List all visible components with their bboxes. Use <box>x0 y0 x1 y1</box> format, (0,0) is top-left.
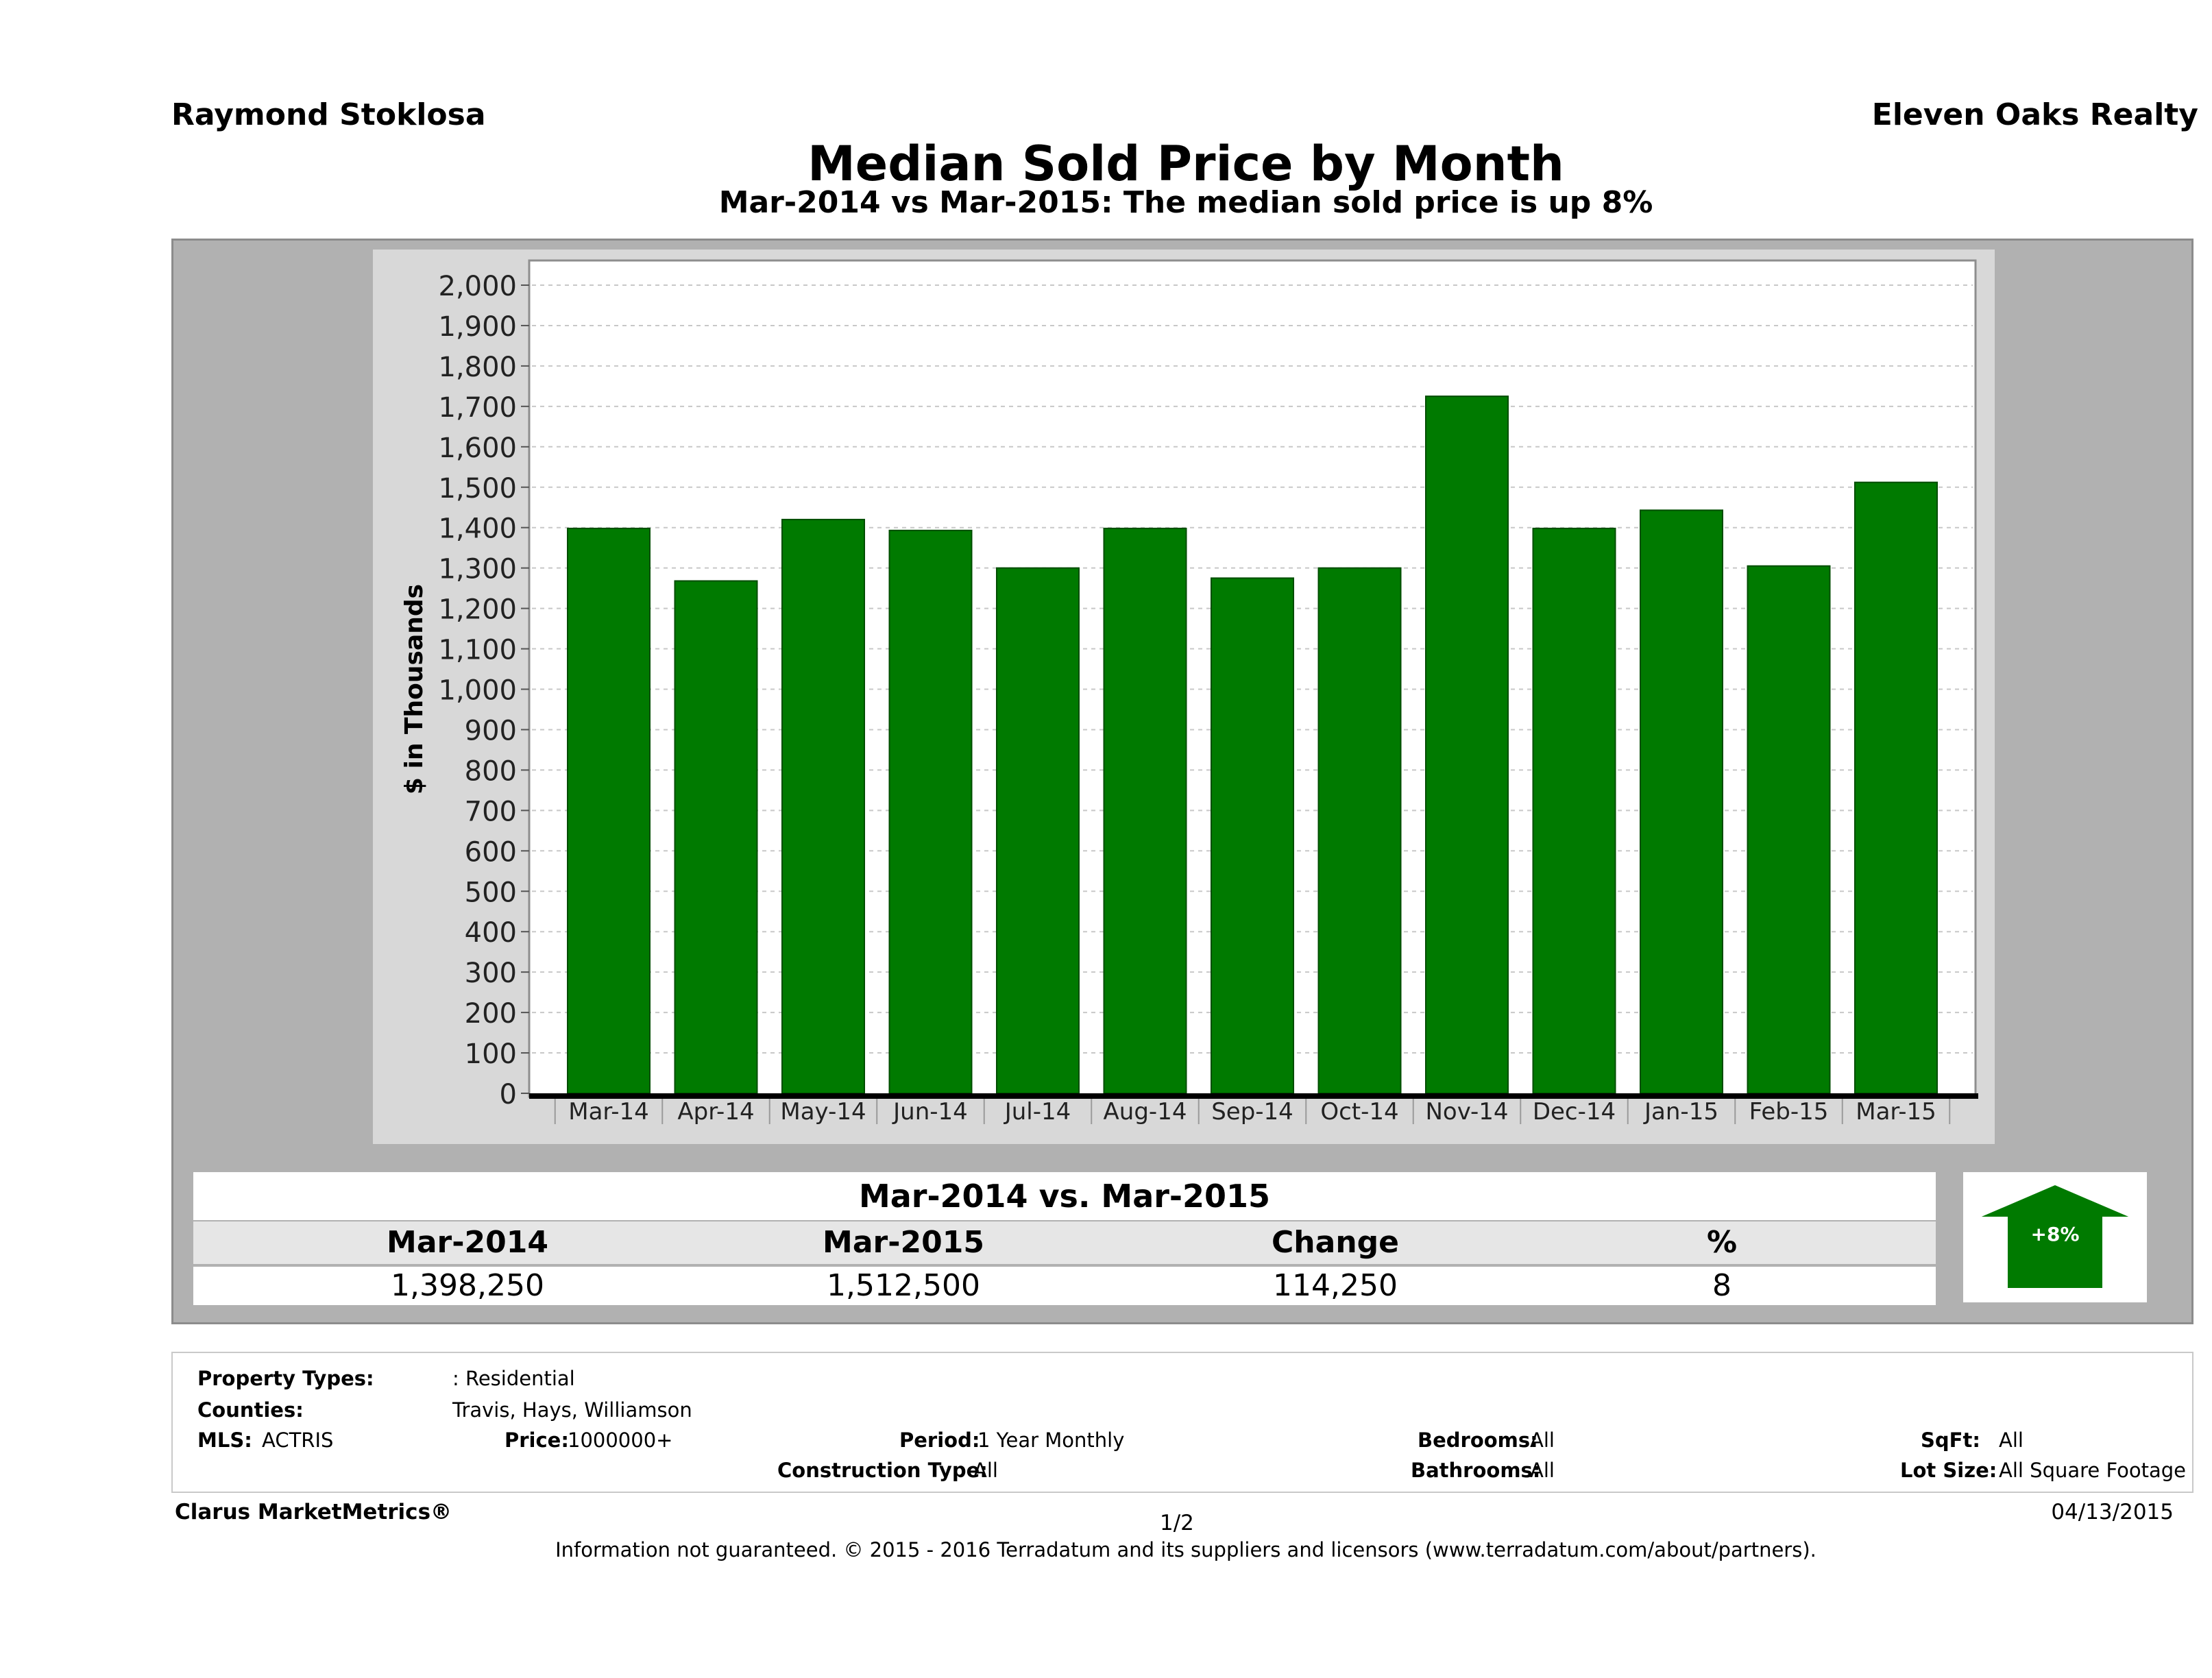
x-tick-label: Jan-15 <box>1643 1098 1718 1126</box>
bar <box>1640 509 1723 1094</box>
y-tick-label: 100 <box>465 1038 517 1070</box>
bar <box>1211 577 1294 1094</box>
period-label: Period: <box>899 1428 980 1452</box>
y-tick-label: 500 <box>465 877 517 908</box>
x-tick-label: Dec-14 <box>1533 1098 1616 1126</box>
chart-title: Median Sold Price by Month <box>807 136 1564 192</box>
summary-title: Mar-2014 vs. Mar-2015 <box>193 1172 1936 1220</box>
y-tick-label: 900 <box>465 715 517 746</box>
bar <box>1854 481 1938 1094</box>
change-badge: +8% <box>1963 1172 2147 1302</box>
y-tick-label: 600 <box>465 836 517 868</box>
lot-size-label: Lot Size: <box>1900 1459 1997 1482</box>
property-types-value: : Residential <box>452 1367 575 1390</box>
y-tick-label: 1,700 <box>438 392 517 424</box>
sqft-label: SqFt: <box>1921 1428 1980 1452</box>
page-number: 1/2 <box>1160 1511 1194 1535</box>
x-tick-label: Jun-14 <box>892 1098 968 1126</box>
summary-value-start: 1,398,250 <box>391 1268 544 1303</box>
x-tick-label: Nov-14 <box>1426 1098 1509 1126</box>
mls-label: MLS: <box>197 1428 252 1452</box>
y-tick-label: 1,800 <box>438 352 517 383</box>
summary-value-end: 1,512,500 <box>827 1268 980 1303</box>
bar-chart: 0 100 200 300 400 500 600 700 800 900 1,000 1,100 1,… <box>400 259 1978 1126</box>
y-tick-label: 300 <box>465 958 517 989</box>
bedrooms-value: All <box>1530 1428 1555 1452</box>
y-tick-label: 1,000 <box>438 675 517 707</box>
mls-value: ACTRIS <box>262 1428 334 1452</box>
x-tick-label: Sep-14 <box>1211 1098 1293 1126</box>
bar <box>1103 527 1187 1094</box>
counties-value: Travis, Hays, Williamson <box>452 1398 692 1422</box>
y-tick-label: 1,100 <box>438 635 517 666</box>
y-tick-label: 1,200 <box>438 594 517 626</box>
bar <box>567 527 651 1094</box>
x-tick-label: Apr-14 <box>677 1098 754 1126</box>
bar <box>1532 527 1616 1094</box>
y-tick-label: 0 <box>500 1079 517 1110</box>
bar <box>1317 567 1402 1094</box>
property-types-label: Property Types: <box>197 1367 374 1390</box>
chart-subtitle: Mar-2014 vs Mar-2015: The median sold pr… <box>718 185 1653 220</box>
x-tick-label: Feb-15 <box>1749 1098 1829 1126</box>
y-tick-label: 800 <box>465 755 517 787</box>
y-axis-label: $ in Thousands <box>400 584 428 794</box>
x-tick-label: Mar-14 <box>568 1098 649 1126</box>
bar <box>1425 396 1509 1095</box>
y-tick-label: 200 <box>465 998 517 1030</box>
company-name: Eleven Oaks Realty <box>1871 97 2198 132</box>
y-tick-label: 1,400 <box>438 513 517 545</box>
change-badge-label: +8% <box>2031 1223 2080 1245</box>
summary-header-start: Mar-2014 <box>387 1225 548 1260</box>
up-arrow-icon: +8% <box>1978 1183 2132 1289</box>
x-tick-label: May-14 <box>780 1098 866 1126</box>
y-tick-label: 700 <box>465 796 517 827</box>
agent-name: Raymond Stoklosa <box>171 97 486 132</box>
period-value: 1 Year Monthly <box>977 1428 1125 1452</box>
lot-size-value: All Square Footage <box>1999 1459 2187 1482</box>
footer-brand: Clarus MarketMetrics® <box>175 1500 452 1524</box>
summary-value-change: 114,250 <box>1273 1268 1398 1303</box>
summary-header-row: Mar-2014 Mar-2015 Change % <box>193 1221 1936 1264</box>
price-label: Price: <box>505 1428 569 1452</box>
bathrooms-label: Bathrooms: <box>1411 1459 1541 1482</box>
sqft-value: All <box>1999 1428 2023 1452</box>
summary-value-row: 1,398,250 1,512,500 114,250 8 <box>193 1267 1936 1305</box>
bar <box>1747 565 1831 1094</box>
y-tick-label: 400 <box>465 917 517 949</box>
summary-header-percent: % <box>1706 1225 1738 1260</box>
bar <box>674 580 758 1095</box>
y-tick-label: 1,600 <box>438 433 517 464</box>
bar <box>996 567 1080 1094</box>
counties-label: Counties: <box>197 1398 304 1422</box>
summary-header-change: Change <box>1272 1225 1399 1260</box>
search-criteria: Property Types: : Residential Counties: … <box>171 1352 2193 1493</box>
x-tick-label: Aug-14 <box>1104 1098 1187 1126</box>
y-tick-label: 1,500 <box>438 473 517 504</box>
construction-type-value: All <box>973 1459 998 1482</box>
disclaimer: Information not guaranteed. © 2015 - 201… <box>555 1538 1816 1561</box>
bar <box>781 518 865 1095</box>
construction-type-label: Construction Type: <box>777 1459 988 1482</box>
y-tick-label: 2,000 <box>438 271 517 302</box>
x-tick-label: Oct-14 <box>1320 1098 1398 1126</box>
x-tick-label: Jul-14 <box>1004 1098 1071 1126</box>
summary-header-end: Mar-2015 <box>823 1225 984 1260</box>
report-date: 04/13/2015 <box>2051 1500 2174 1524</box>
y-tick-label: 1,900 <box>438 311 517 343</box>
summary-value-percent: 8 <box>1712 1268 1731 1303</box>
bedrooms-label: Bedrooms: <box>1418 1428 1538 1452</box>
x-tick-label: Mar-15 <box>1856 1098 1936 1126</box>
price-value: 1000000+ <box>568 1428 673 1452</box>
bar <box>888 529 973 1095</box>
bathrooms-value: All <box>1530 1459 1555 1482</box>
y-tick-label: 1,300 <box>438 554 517 585</box>
